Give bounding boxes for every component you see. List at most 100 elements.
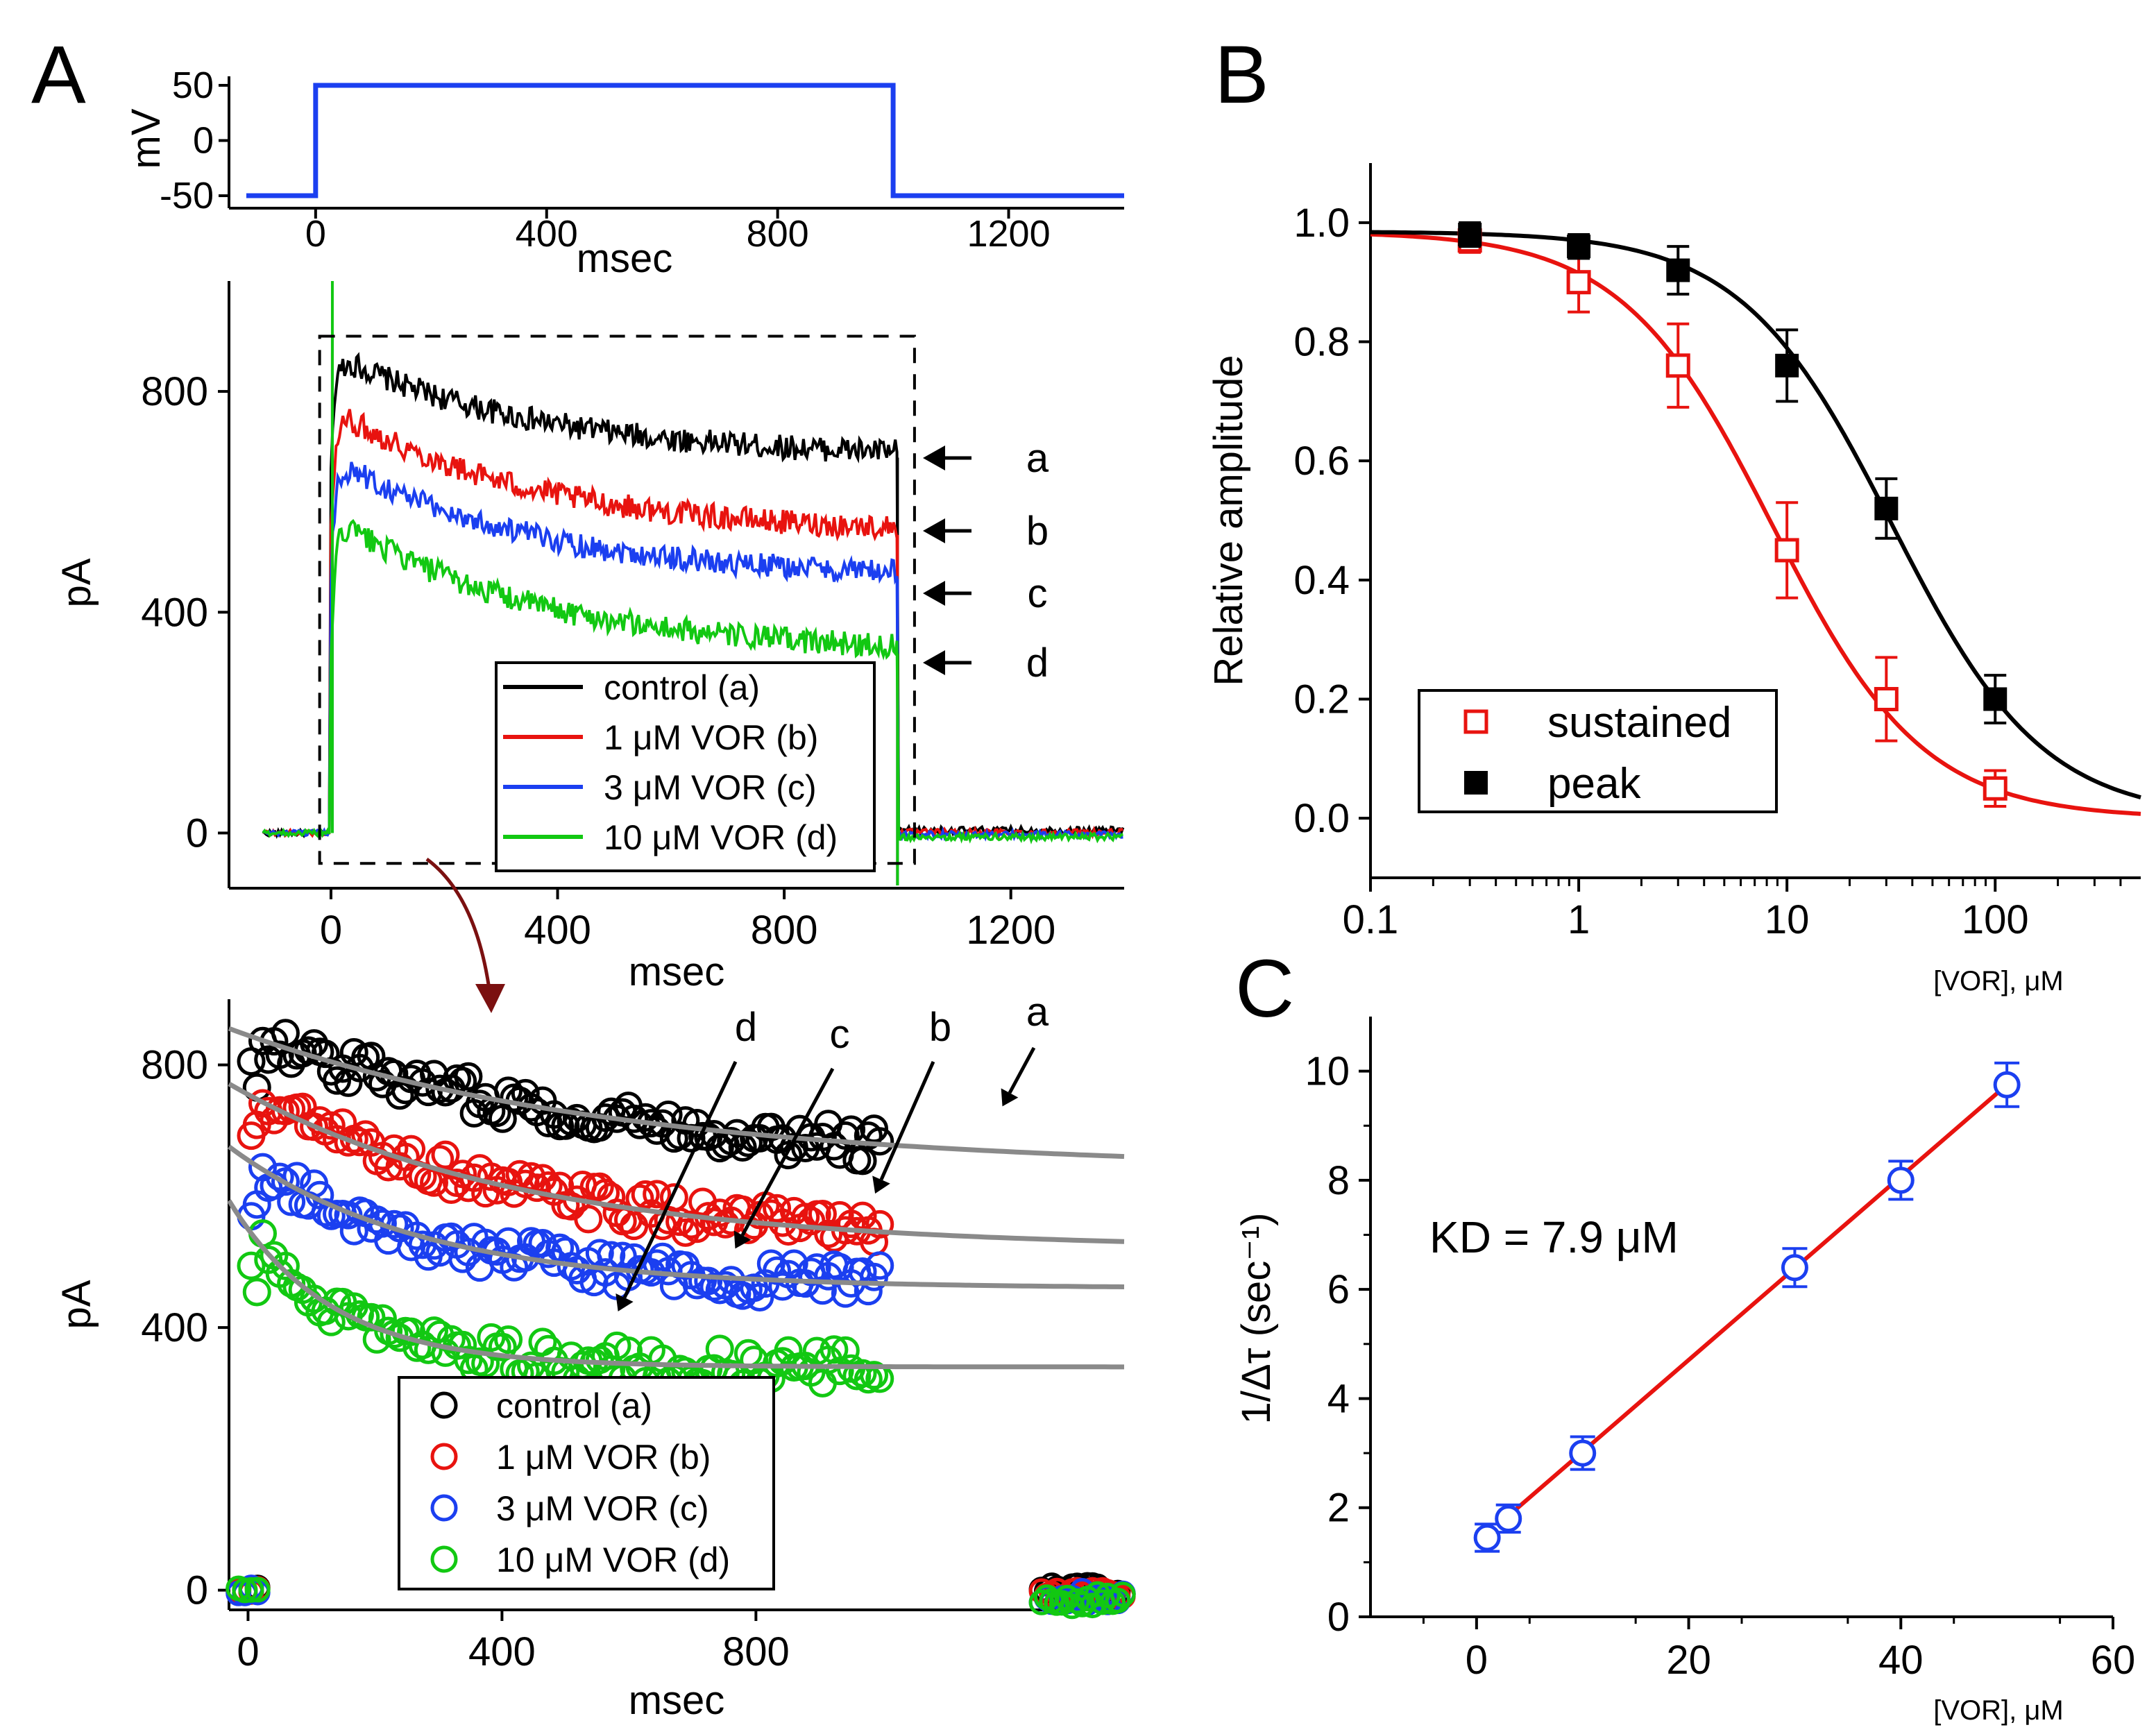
currents-y-tick-label: 0 bbox=[186, 810, 208, 856]
currents-y-tick-label: 800 bbox=[141, 369, 208, 414]
legend-entry: peak bbox=[1547, 760, 1641, 808]
c-x-tick-label: 20 bbox=[1666, 1638, 1711, 1683]
data-point-d bbox=[494, 1325, 523, 1354]
fits-x-label: msec bbox=[629, 1678, 725, 1723]
data-point-peak bbox=[1567, 235, 1591, 259]
voltage-step-trace bbox=[246, 83, 1124, 198]
c-y-tick-label: 10 bbox=[1305, 1049, 1350, 1094]
rate-vs-concentration-plot: 0 20 40 60 0 2 4 6 8 10 KD = 7.9 μM [VOR], μM 1/Δ… bbox=[1234, 1017, 2135, 1726]
panel-label-c: C bbox=[1235, 943, 1294, 1035]
protocol-y-label: mV bbox=[124, 108, 169, 169]
exp-fit-d bbox=[227, 1199, 1124, 1370]
data-point-sustained bbox=[1983, 776, 2008, 801]
data-point-sustained bbox=[1566, 270, 1591, 295]
b-x-tick-label: 1 bbox=[1568, 897, 1590, 942]
c-x-tick-label: 60 bbox=[2091, 1638, 2136, 1683]
currents-y-tick-label: 400 bbox=[141, 590, 208, 635]
data-point-peak bbox=[1983, 687, 2008, 711]
c-y-tick-label: 4 bbox=[1327, 1376, 1350, 1421]
b-x-tick-label: 10 bbox=[1765, 897, 1810, 942]
data-point-b bbox=[574, 1205, 603, 1234]
c-y-label: 1/Δτ (sec⁻¹) bbox=[1234, 1213, 1279, 1425]
current-trace-d bbox=[262, 518, 1123, 844]
data-point-b bbox=[791, 1203, 820, 1232]
c-x-tick-label: 40 bbox=[1878, 1638, 1924, 1683]
protocol-plot: 0 400 800 1200 50 0 -50 msec mV bbox=[124, 65, 1124, 281]
data-point-d bbox=[528, 1327, 557, 1357]
legend-entry: 3 μM VOR (c) bbox=[496, 1489, 709, 1528]
protocol-y-tick-label: -50 bbox=[160, 175, 214, 216]
current-trace-b bbox=[262, 409, 1123, 840]
data-point-d bbox=[448, 1330, 477, 1359]
fits-y-tick-label: 800 bbox=[141, 1043, 208, 1088]
data-point bbox=[1887, 1166, 1915, 1194]
data-point-d bbox=[733, 1339, 763, 1368]
data-point-c bbox=[745, 1282, 774, 1311]
trace-arrowhead-c bbox=[923, 581, 945, 606]
fit-arrowhead-c bbox=[733, 1230, 752, 1249]
fits-y-tick-label: 0 bbox=[186, 1568, 208, 1613]
data-point-a bbox=[671, 1106, 700, 1135]
b-y-tick-label: 0.8 bbox=[1293, 320, 1350, 365]
currents-x-tick-label: 800 bbox=[751, 908, 818, 953]
c-x-tick-label: 0 bbox=[1466, 1638, 1488, 1683]
trace-arrowhead-d bbox=[923, 650, 945, 675]
fits-x-tick-label: 0 bbox=[237, 1629, 259, 1674]
dose-response-plot: 0.1 1 10 100 0.0 0.2 0.4 0.6 0.8 1.0 sustained pea… bbox=[1206, 163, 2141, 996]
data-point bbox=[1569, 1439, 1597, 1467]
data-point-b bbox=[534, 1171, 563, 1200]
data-point-c bbox=[854, 1277, 883, 1306]
legend-marker bbox=[430, 1545, 458, 1573]
protocol-y-tick-label: 0 bbox=[193, 120, 214, 162]
zoom-link-arrow bbox=[425, 857, 491, 990]
data-point-d bbox=[380, 1319, 409, 1348]
data-point-b bbox=[477, 1162, 506, 1191]
fit-arrowhead-d bbox=[616, 1293, 634, 1311]
fit-arrow-b bbox=[879, 1060, 935, 1181]
b-y-tick-label: 0.0 bbox=[1293, 796, 1350, 841]
data-point-sustained bbox=[1665, 353, 1690, 378]
data-point-a bbox=[454, 1062, 483, 1091]
fits-plot: 0 400 800 0 400 800 a b c d control (a) 1 μM VOR … bbox=[54, 990, 1136, 1723]
data-point-d bbox=[271, 1251, 300, 1280]
fit-curve-sustained bbox=[1370, 232, 2141, 816]
fits-legend: control (a) 1 μM VOR (b) 3 μM VOR (c) 10 μM… bbox=[398, 1376, 775, 1590]
c-y-tick-label: 0 bbox=[1327, 1595, 1350, 1640]
trace-label-d: d bbox=[1026, 640, 1049, 686]
b-y-label: Relative amplitude bbox=[1206, 355, 1251, 686]
data-point-c bbox=[865, 1251, 894, 1280]
b-y-tick-label: 0.4 bbox=[1293, 558, 1350, 603]
legend-entry: sustained bbox=[1547, 699, 1731, 747]
data-point-peak bbox=[1666, 258, 1690, 282]
data-point-b bbox=[643, 1180, 672, 1209]
data-point-peak bbox=[1874, 496, 1899, 520]
fit-arrow-c bbox=[740, 1067, 835, 1237]
tail-point bbox=[1110, 1581, 1136, 1608]
tail-point bbox=[1105, 1587, 1131, 1613]
b-y-tick-label: 0.6 bbox=[1293, 439, 1350, 484]
c-y-tick-label: 6 bbox=[1327, 1267, 1350, 1312]
legend-marker bbox=[430, 1443, 458, 1470]
fit-label-c: c bbox=[830, 1012, 850, 1057]
fits-x-tick-label: 400 bbox=[468, 1629, 536, 1674]
current-trace-a bbox=[262, 352, 1125, 840]
data-point-b bbox=[631, 1180, 660, 1209]
legend-entry: 3 μM VOR (c) bbox=[604, 768, 817, 807]
data-point-d bbox=[237, 1251, 266, 1280]
data-point-a bbox=[357, 1042, 386, 1071]
currents-legend: control (a) 1 μM VOR (b) 3 μM VOR (c) 10 μM… bbox=[495, 661, 876, 872]
currents-x-tick-label: 1200 bbox=[966, 908, 1055, 953]
b-y-tick-label: 0.2 bbox=[1293, 677, 1350, 722]
data-point-peak bbox=[1775, 353, 1799, 377]
data-point-b bbox=[763, 1194, 792, 1223]
b-x-tick-label: 0.1 bbox=[1343, 897, 1399, 942]
data-point bbox=[1495, 1504, 1522, 1532]
c-y-tick-label: 2 bbox=[1327, 1486, 1350, 1531]
fits-y-label: pA bbox=[54, 1280, 99, 1329]
data-point-a bbox=[774, 1141, 803, 1170]
protocol-y-tick-label: 50 bbox=[172, 65, 214, 106]
data-point-c bbox=[311, 1198, 340, 1227]
data-point-b bbox=[677, 1210, 706, 1239]
